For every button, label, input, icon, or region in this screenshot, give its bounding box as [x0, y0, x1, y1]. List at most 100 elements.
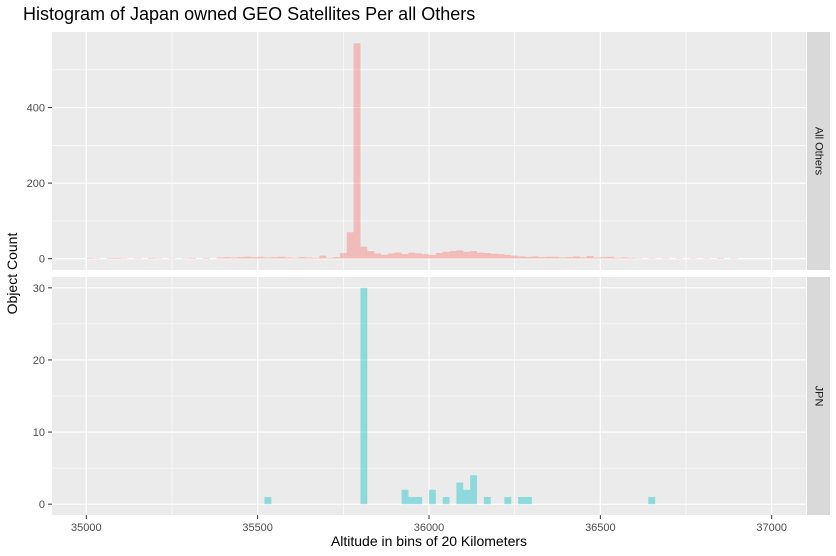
- histogram-bar: [470, 475, 477, 505]
- histogram-bar: [422, 254, 429, 259]
- histogram-bar: [387, 253, 395, 259]
- histogram-bar: [326, 257, 334, 259]
- histogram-bar: [634, 258, 642, 259]
- histogram-bar: [257, 256, 265, 259]
- histogram-bar: [524, 256, 532, 259]
- histogram-bar: [353, 43, 361, 259]
- facet-strip: [807, 277, 830, 515]
- histogram-bar: [456, 482, 464, 505]
- histogram-bar: [531, 256, 539, 259]
- histogram-bar: [648, 258, 656, 259]
- histogram-bar: [614, 257, 621, 259]
- histogram-bar: [689, 258, 697, 259]
- histogram-bar: [593, 257, 601, 259]
- histogram-bar: [271, 257, 279, 259]
- histogram-bar: [189, 257, 196, 259]
- histogram-bar: [490, 253, 498, 259]
- histogram-bar: [134, 258, 142, 259]
- histogram-bar: [401, 254, 409, 259]
- histogram-bar: [504, 254, 512, 259]
- x-tick-label: 35000: [71, 522, 102, 534]
- histogram-bar: [86, 257, 94, 259]
- histogram-bar: [278, 256, 286, 259]
- histogram-bar: [463, 251, 471, 259]
- histogram-bar: [230, 257, 238, 259]
- histogram-bar: [168, 258, 176, 259]
- histogram-bar: [435, 253, 443, 259]
- y-tick-label: 30: [33, 283, 45, 295]
- histogram-bar: [627, 257, 635, 259]
- histogram-bar: [408, 252, 416, 259]
- histogram-bar: [285, 257, 292, 259]
- histogram-bar: [648, 496, 656, 505]
- histogram-bar: [511, 255, 519, 259]
- histogram-bar: [147, 257, 155, 259]
- histogram-bar: [538, 257, 546, 259]
- x-tick-label: 37000: [756, 522, 787, 534]
- histogram-bar: [305, 257, 313, 259]
- histogram-bar: [264, 496, 272, 505]
- histogram-bar: [264, 257, 272, 259]
- histogram-bar: [566, 257, 573, 259]
- histogram-bar: [716, 257, 724, 259]
- facet-strip-label: All Others: [813, 127, 825, 176]
- histogram-bar: [572, 256, 580, 259]
- histogram-bar: [333, 257, 340, 259]
- histogram-bar: [675, 258, 683, 259]
- histogram-bar: [360, 246, 368, 259]
- x-tick-label: 36500: [585, 522, 616, 534]
- histogram-bar: [504, 496, 512, 505]
- histogram-bar: [518, 496, 525, 505]
- histogram-bar: [442, 251, 450, 259]
- histogram-bar: [600, 257, 608, 259]
- x-axis-title: Altitude in bins of 20 Kilometers: [331, 533, 527, 549]
- histogram-bar: [401, 489, 409, 505]
- histogram-bar: [360, 287, 368, 505]
- histogram-bar: [586, 256, 594, 259]
- histogram-bar: [374, 253, 382, 259]
- y-tick-label: 200: [27, 178, 45, 190]
- chart-title: Histogram of Japan owned GEO Satellites …: [23, 4, 476, 24]
- histogram-bar: [182, 258, 190, 259]
- histogram-bar: [154, 258, 162, 259]
- histogram-bar: [545, 256, 553, 259]
- histogram-bar: [202, 257, 210, 259]
- histogram-bar: [408, 496, 416, 505]
- y-tick-label: 20: [33, 355, 45, 367]
- histogram-bar: [243, 256, 251, 259]
- histogram-bar: [339, 253, 347, 259]
- histogram-bar: [442, 496, 450, 505]
- histogram-bar: [312, 257, 320, 259]
- histogram-bar: [237, 257, 244, 259]
- histogram-bar: [394, 252, 402, 259]
- histogram-bar: [483, 253, 491, 259]
- histogram-bar: [703, 258, 711, 259]
- histogram-bar: [559, 257, 567, 259]
- histogram-bar: [456, 250, 464, 259]
- histogram-bar: [223, 257, 231, 259]
- histogram-bar: [497, 254, 505, 259]
- histogram-bar: [415, 496, 423, 505]
- histogram-bar: [381, 254, 388, 259]
- histogram-bar: [415, 253, 423, 259]
- histogram-bar: [216, 257, 224, 259]
- histogram-bar: [730, 258, 738, 259]
- y-tick-label: 10: [33, 427, 45, 439]
- y-tick-label: 0: [39, 499, 45, 511]
- x-tick-label: 35500: [242, 522, 273, 534]
- y-axis-title: Object Count: [4, 233, 20, 315]
- facet-strip: [807, 32, 830, 270]
- histogram-bar: [518, 256, 525, 259]
- histogram-bar: [120, 258, 128, 259]
- histogram-bar: [250, 257, 258, 259]
- histogram-bar: [429, 254, 436, 259]
- y-tick-label: 0: [39, 254, 45, 266]
- histogram-bar: [113, 257, 121, 259]
- histogram-bar: [607, 256, 615, 259]
- x-tick-label: 36000: [414, 522, 445, 534]
- histogram-bar: [367, 251, 375, 259]
- histogram-bar: [470, 251, 477, 259]
- histogram-bar: [319, 255, 327, 259]
- histogram-bar: [463, 489, 471, 505]
